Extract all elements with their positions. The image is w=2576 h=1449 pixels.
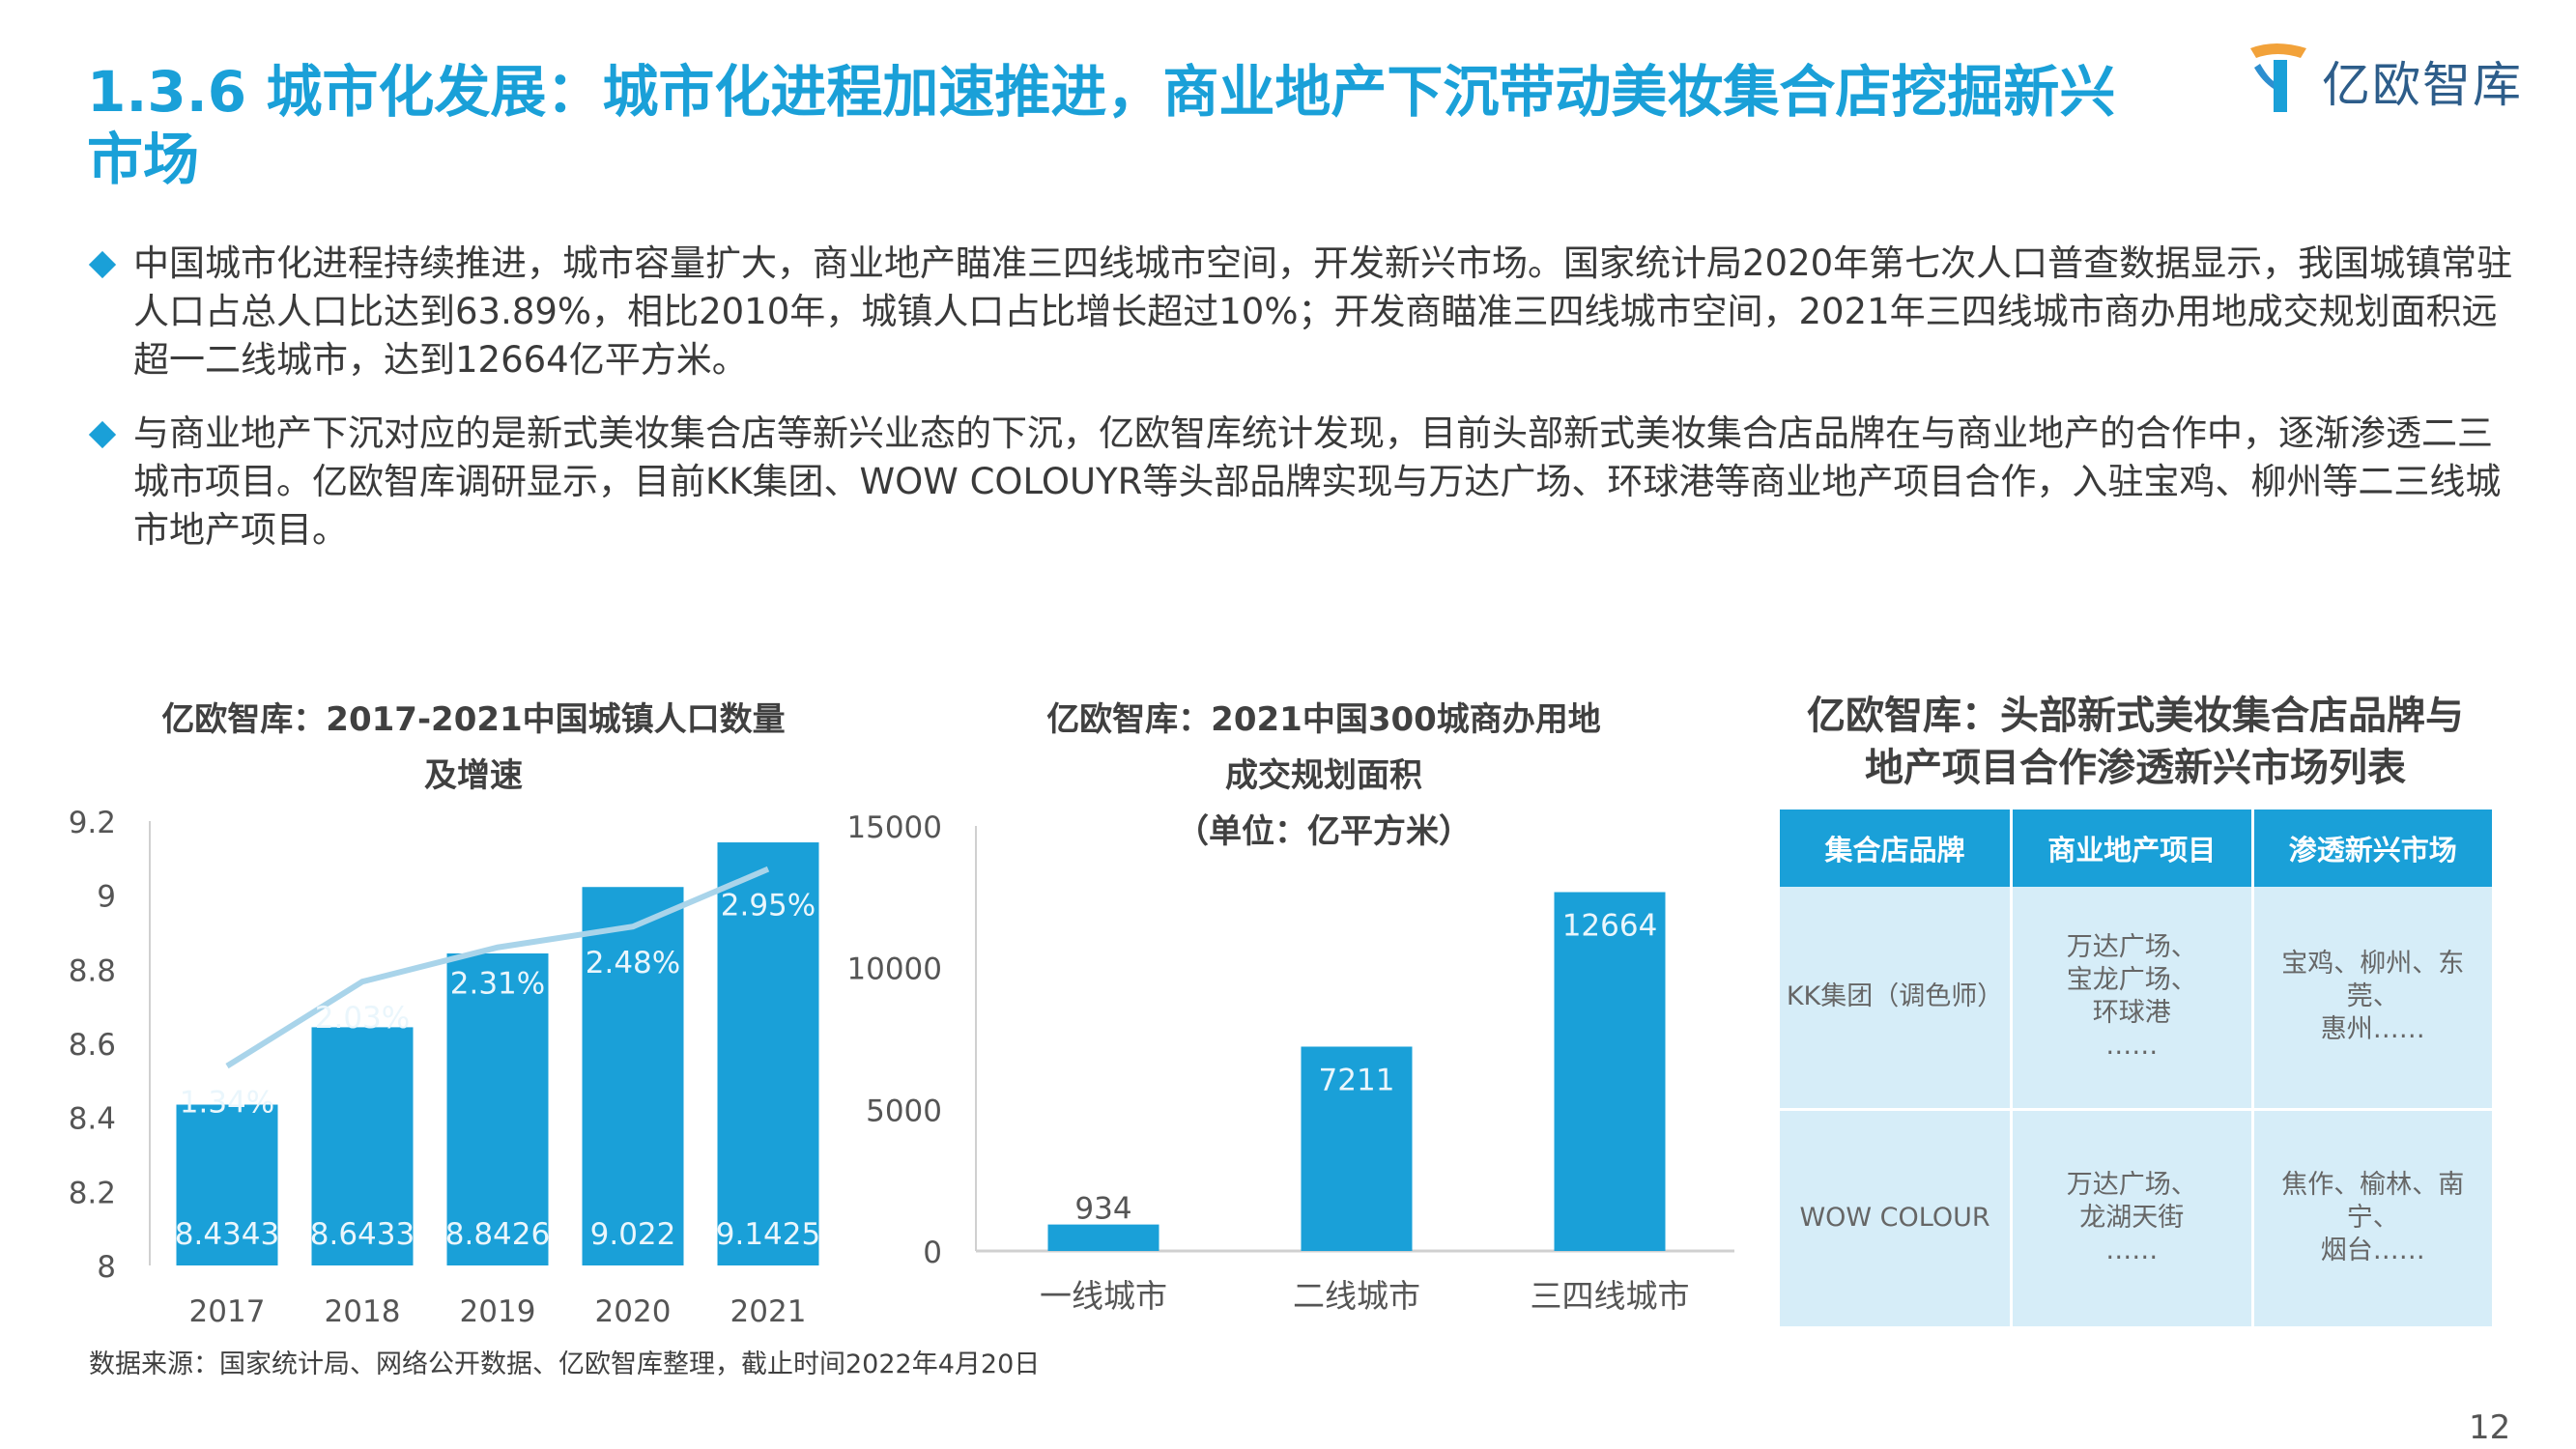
value-label: 8.8426 <box>445 1217 550 1252</box>
value-label: 8.4343 <box>175 1217 279 1252</box>
y-tick-label: 5000 <box>866 1094 942 1128</box>
cell-line: 万达广场、 <box>2066 1170 2197 1200</box>
y-tick-label: 8.4 <box>69 1102 116 1137</box>
logo: 亿欧智库 <box>2247 39 2536 116</box>
x-tick-label: 一线城市 <box>1040 1277 1167 1315</box>
bullet-text: 中国城市化进程持续推进，城市容量扩大，商业地产瞄准三四线城市空间，开发新兴市场。… <box>133 242 2513 381</box>
y-tick-label: 8.6 <box>69 1028 116 1063</box>
projects-cell: 万达广场、 龙湖天街 …… <box>2011 1109 2254 1329</box>
chart1-title-line1: 亿欧智库：2017-2021中国城镇人口数量 <box>161 700 786 739</box>
cell-line: 万达广场、 <box>2066 932 2197 963</box>
cell-line: 烟台…… <box>2320 1236 2425 1265</box>
bar <box>311 1027 414 1265</box>
brand-table: 集合店品牌 商业地产项目 渗透新兴市场 KK集团（调色师） 万达广场、 宝龙广场… <box>1780 810 2495 1329</box>
x-tick-label: 2019 <box>460 1294 536 1329</box>
data-source-note: 数据来源：国家统计局、网络公开数据、亿欧智库整理，截止时间2022年4月20日 <box>89 1350 1041 1379</box>
cell-line: 焦作、榆林、南宁、 <box>2281 1170 2465 1233</box>
table-title: 亿欧智库：头部新式美妆集合店品牌与 地产项目合作渗透新兴市场列表 <box>1768 690 2503 794</box>
value-label: 9.022 <box>590 1217 676 1252</box>
cell-line: 龙湖天街 <box>2079 1203 2185 1233</box>
value-label: 12664 <box>1562 909 1658 944</box>
y-tick-label: 8.8 <box>69 953 116 988</box>
population-chart: 8 8.2 8.4 8.6 8.8 9 9.2 8.4343 2017 8.6433 2018 8.… <box>69 806 821 1329</box>
table-header-brand: 集合店品牌 <box>1780 810 2014 887</box>
chart2-title-line1: 亿欧智库：2021中国300城商办用地 <box>1046 700 1601 739</box>
brand-cell: WOW COLOUR <box>1780 1109 2014 1329</box>
projects-cell: 万达广场、 宝龙广场、 环球港 …… <box>2011 887 2254 1111</box>
y-tick-label: 9.2 <box>69 806 116 840</box>
chart2-title-line2: 成交规划面积 <box>1225 756 1422 795</box>
table-header-projects: 商业地产项目 <box>2011 810 2254 887</box>
diamond-bullet-icon <box>88 420 117 449</box>
value-label: 934 <box>1074 1192 1131 1227</box>
diamond-bullet-icon <box>88 250 117 279</box>
x-tick-label: 2018 <box>325 1294 401 1329</box>
bar <box>582 887 684 1265</box>
cell-line: 宝龙广场、 <box>2066 965 2197 996</box>
table-row: KK集团（调色师） 万达广场、 宝龙广场、 环球港 …… 宝鸡、柳州、东莞、 惠… <box>1780 887 2495 1111</box>
page-title: 1.3.6 城市化发展：城市化进程加速推进，商业地产下沉带动美妆集合店挖掘新兴市… <box>87 59 2116 192</box>
x-tick-label: 2017 <box>189 1294 266 1329</box>
bar <box>717 842 819 1265</box>
y-tick-label: 8 <box>97 1250 116 1285</box>
bar <box>1301 1046 1413 1251</box>
bar <box>1047 1224 1159 1251</box>
cell-line: 宝鸡、柳州、东莞、 <box>2281 949 2465 1012</box>
table-header-row: 集合店品牌 商业地产项目 渗透新兴市场 <box>1780 810 2495 887</box>
chart2-title-line3: （单位：亿平方米） <box>1176 812 1472 851</box>
bullet-item: 与商业地产下沉对应的是新式美妆集合店等新兴业态的下沉，亿欧智库统计发现，目前头部… <box>87 410 2522 554</box>
bar <box>446 953 549 1265</box>
table-header-markets: 渗透新兴市场 <box>2252 810 2495 887</box>
value-label: 8.6433 <box>310 1217 415 1252</box>
chart2-title: 亿欧智库：2021中国300城商办用地 成交规划面积 （单位：亿平方米） <box>1024 692 1623 860</box>
chart1-title-line2: 及增速 <box>424 756 523 795</box>
brand-cell: KK集团（调色师） <box>1780 887 2014 1111</box>
table-row: WOW COLOUR 万达广场、 龙湖天街 …… 焦作、榆林、南宁、 烟台…… <box>1780 1109 2495 1329</box>
page-number: 12 <box>2469 1408 2511 1447</box>
markets-cell: 宝鸡、柳州、东莞、 惠州…… <box>2252 887 2495 1111</box>
x-tick-label: 2021 <box>730 1294 807 1329</box>
y-tick-label: 8.2 <box>69 1176 116 1210</box>
y-tick-label: 10000 <box>850 952 942 987</box>
bar <box>176 1104 278 1265</box>
y-tick-label: 0 <box>923 1236 942 1270</box>
growth-label: 2.95% <box>721 889 816 923</box>
bullet-text: 与商业地产下沉对应的是新式美妆集合店等新兴业态的下沉，亿欧智库统计发现，目前头部… <box>133 412 2502 551</box>
x-tick-label: 三四线城市 <box>1531 1277 1690 1315</box>
bullet-list: 中国城市化进程持续推进，城市容量扩大，商业地产瞄准三四线城市空间，开发新兴市场。… <box>87 240 2522 580</box>
logo-mark-icon <box>2250 43 2306 112</box>
chart1-title: 亿欧智库：2017-2021中国城镇人口数量 及增速 <box>135 692 812 804</box>
logo-text: 亿欧智库 <box>2322 57 2523 113</box>
growth-label: 2.48% <box>586 946 680 980</box>
x-tick-label: 二线城市 <box>1293 1277 1420 1315</box>
bar <box>1554 892 1666 1251</box>
markets-cell: 焦作、榆林、南宁、 烟台…… <box>2252 1109 2495 1329</box>
y-tick-label: 15000 <box>850 810 942 845</box>
land-area-chart: 0 5000 10000 15000 934 一线城市 7211 二线城市 12664 三四线城… <box>850 810 1734 1315</box>
cell-line: …… <box>2105 1236 2159 1265</box>
value-label: 9.1425 <box>716 1217 820 1252</box>
table-title-line1: 亿欧智库：头部新式美妆集合店品牌与 <box>1807 694 2464 738</box>
growth-line <box>225 866 770 1069</box>
table-title-line2: 地产项目合作渗透新兴市场列表 <box>1865 746 2406 790</box>
bullet-item: 中国城市化进程持续推进，城市容量扩大，商业地产瞄准三四线城市空间，开发新兴市场。… <box>87 240 2522 384</box>
cell-line: 惠州…… <box>2320 1014 2425 1045</box>
value-label: 7211 <box>1319 1063 1395 1097</box>
cell-line: 环球港 <box>2092 998 2171 1029</box>
y-tick-label: 9 <box>97 880 116 915</box>
growth-label: 2.03% <box>315 1001 410 1036</box>
x-tick-label: 2020 <box>595 1294 672 1329</box>
growth-label: 1.34% <box>180 1086 274 1121</box>
growth-label: 2.31% <box>450 967 545 1002</box>
cell-line: …… <box>2105 1031 2159 1062</box>
